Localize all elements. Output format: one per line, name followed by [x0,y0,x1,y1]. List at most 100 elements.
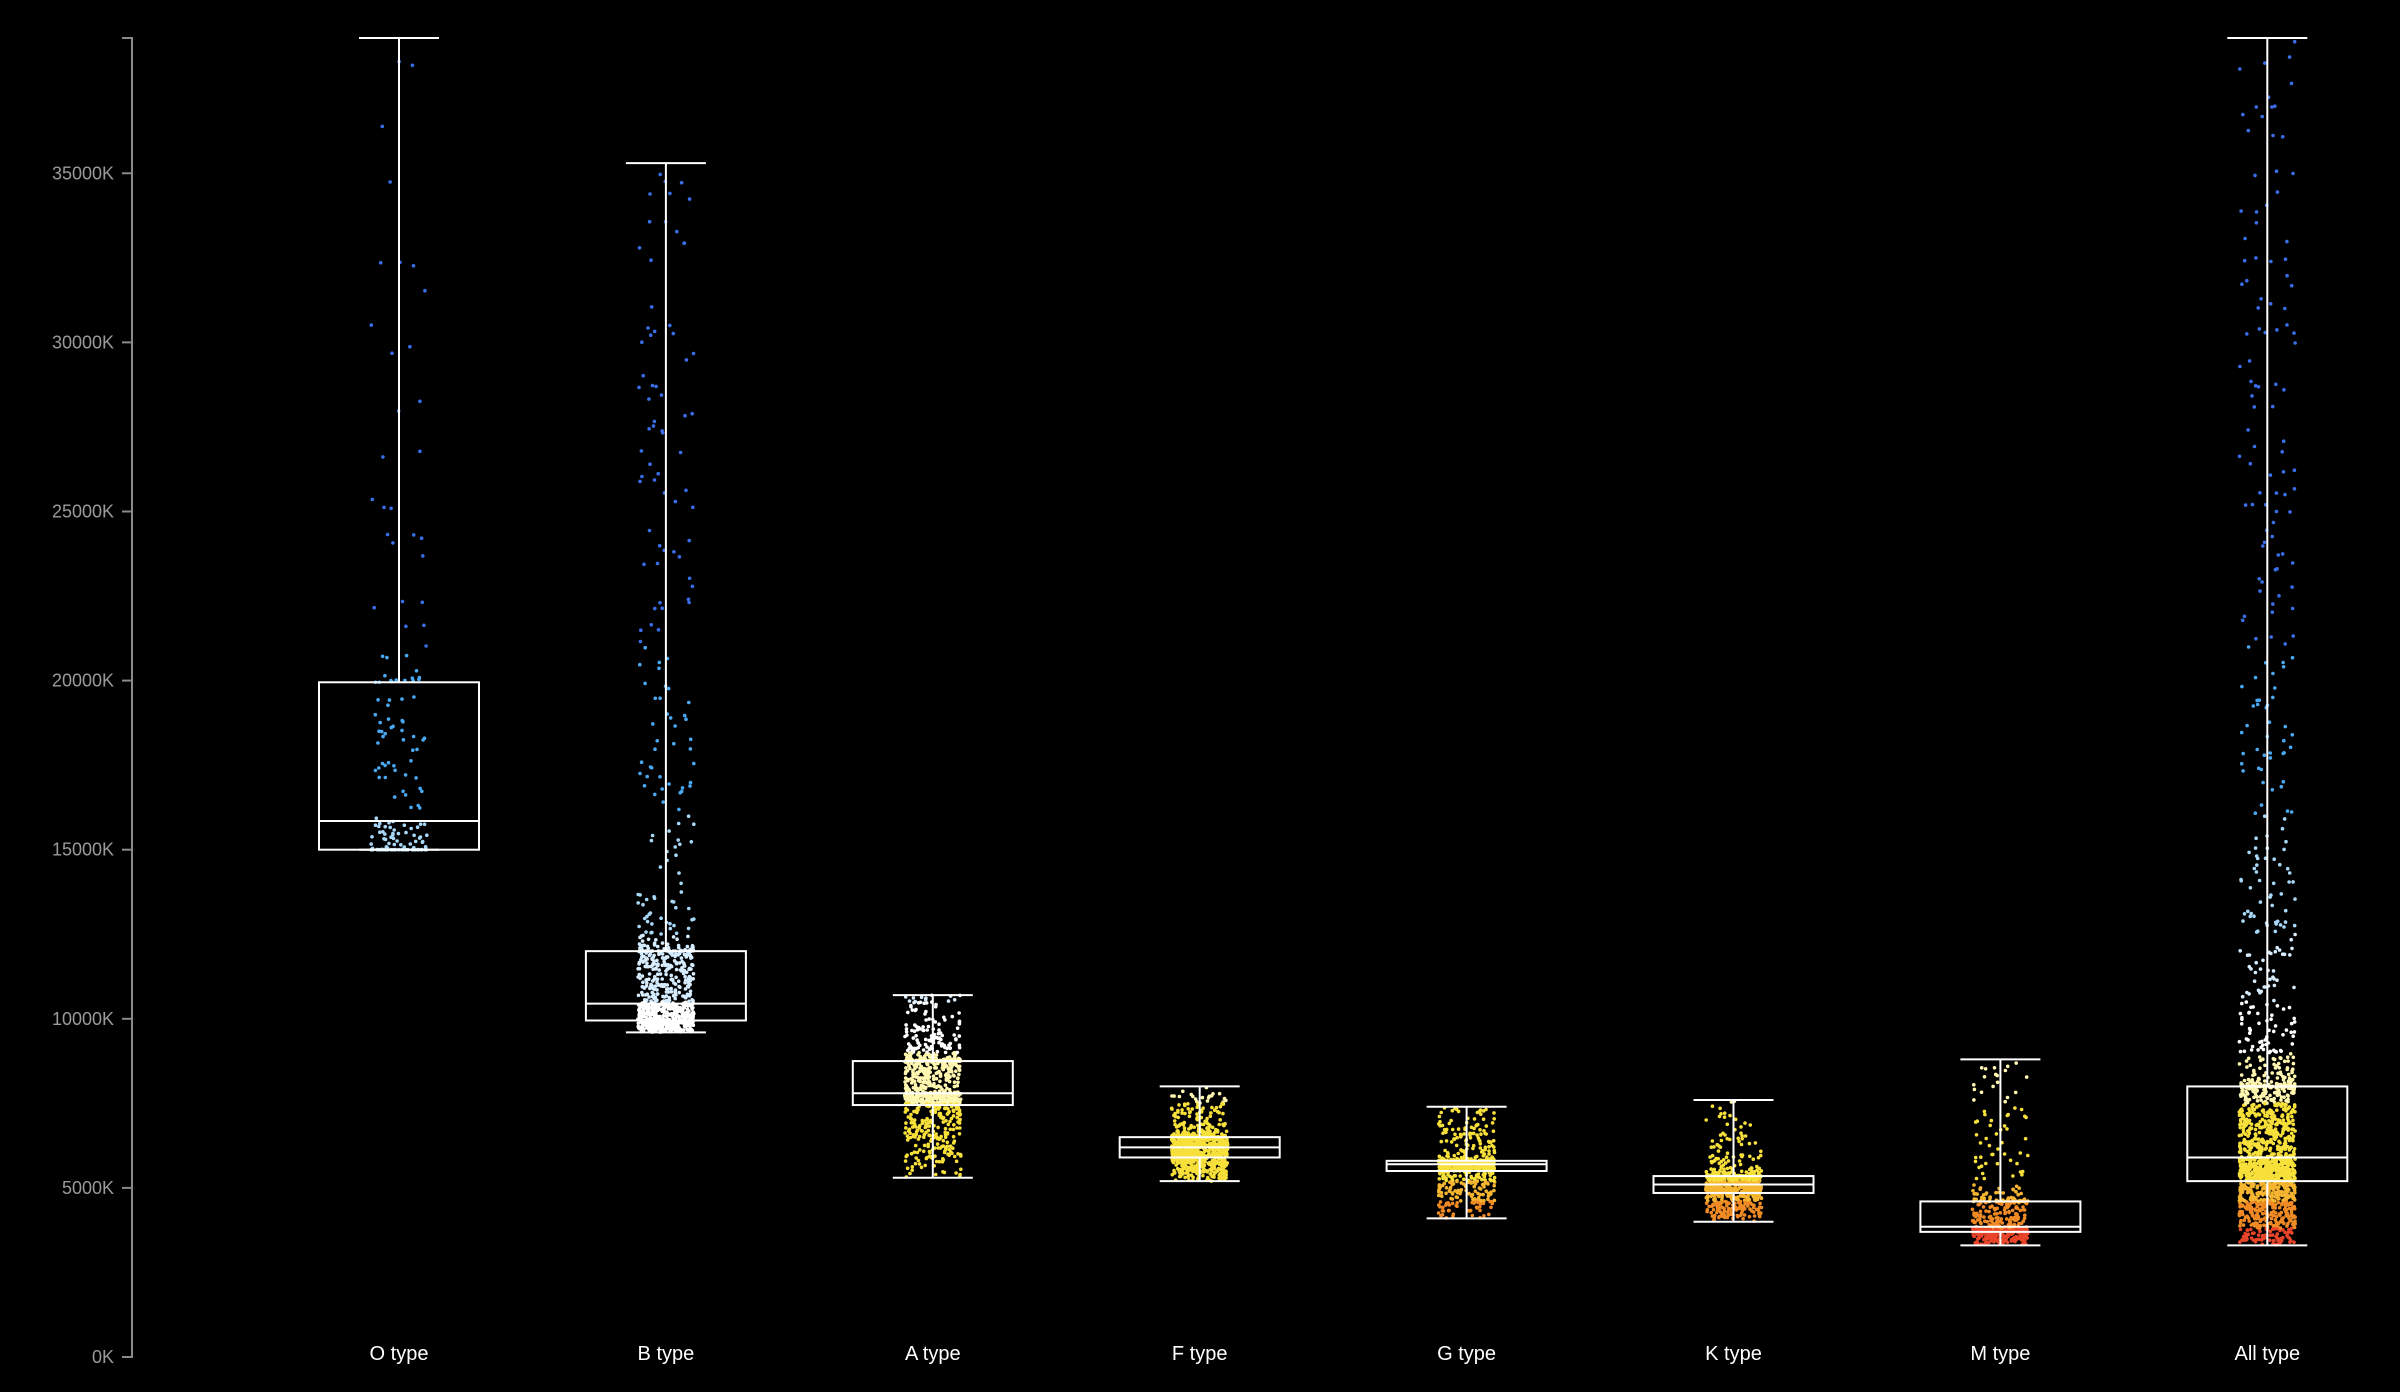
data-point [420,600,425,605]
data-point [645,1025,649,1030]
data-point [687,197,692,201]
data-point [1437,1190,1441,1194]
data-point [687,999,691,1004]
data-point [916,1076,921,1080]
data-point [683,413,687,418]
data-point [412,695,416,699]
data-point [658,775,662,779]
data-point [1218,1104,1223,1109]
data-point [1753,1193,1757,1198]
data-point [1754,1196,1758,1201]
data-point [921,1080,926,1085]
data-point [927,1067,931,1072]
data-point [666,686,671,691]
data-point [1478,1108,1483,1112]
data-point [652,329,657,334]
data-point [677,871,681,875]
data-point [2290,733,2295,737]
data-point [1450,1192,1455,1196]
data-point [1747,1214,1752,1219]
data-point [1223,1148,1228,1153]
data-point [679,180,684,185]
data-point [1478,1208,1482,1213]
data-point [933,1063,937,1067]
data-point [1222,1174,1227,1178]
data-point [1747,1141,1752,1146]
data-point [676,1024,680,1028]
data-point [948,1097,952,1101]
data-point [1993,1208,1997,1212]
data-point [2271,881,2276,886]
data-point [1455,1107,1459,1112]
data-point [1705,1208,1710,1212]
data-point [1207,1143,1211,1147]
data-point [1746,1204,1750,1208]
data-point [1190,1107,1194,1111]
data-point [1491,1166,1496,1170]
data-point [400,697,404,701]
data-point [908,1131,912,1135]
data-point [1170,1107,1174,1111]
data-point [674,905,678,910]
data-point [1990,1236,1994,1240]
data-point [404,624,408,629]
data-point [937,1036,942,1040]
data-point [1459,1181,1464,1185]
data-point [649,258,653,263]
data-point [2010,1208,2015,1213]
data-point [400,728,404,733]
data-point [914,1034,918,1038]
data-point [904,1126,908,1130]
data-point [385,532,390,537]
data-point [653,1025,657,1030]
data-point [918,1066,922,1070]
data-point [1717,1114,1722,1119]
data-point [404,653,409,658]
data-point [1181,1166,1185,1171]
data-point [636,1025,641,1030]
data-point [667,995,672,1000]
data-point [1437,1177,1442,1181]
data-point [386,703,390,707]
data-point [2292,468,2297,473]
data-point [942,1015,946,1020]
data-point [1195,1112,1199,1116]
data-point [1176,1131,1180,1135]
data-point [1989,1239,1993,1243]
data-point [2023,1136,2028,1141]
data-point [641,1013,646,1017]
data-point [415,825,420,829]
data-point [1738,1162,1743,1167]
data-point [1751,1186,1756,1191]
data-point [411,533,416,537]
data-point [1492,1175,1497,1180]
data-point [2003,1068,2008,1073]
data-point [1988,1123,1992,1128]
data-point [647,528,652,533]
data-point [385,655,389,660]
data-point [1743,1121,1747,1125]
data-point [2270,903,2274,908]
data-point [645,914,649,919]
data-point [686,934,690,939]
data-point [682,994,686,999]
data-point [1978,1141,1983,1145]
data-point [647,397,651,401]
data-point [642,986,647,990]
data-point [673,845,677,849]
data-point [1468,1136,1473,1140]
data-point [1443,1148,1447,1153]
data-point [1988,1195,1992,1199]
data-point [2263,1063,2267,1068]
data-point [682,1005,686,1009]
data-point [1176,1138,1181,1142]
data-point [1759,1149,1763,1154]
data-point [689,956,693,960]
data-point [649,305,654,309]
data-point [908,1171,912,1176]
data-point [1994,1227,1998,1231]
data-point [648,985,653,989]
data-point [408,842,413,846]
data-point [1734,1187,1738,1191]
data-point [1220,1101,1225,1106]
